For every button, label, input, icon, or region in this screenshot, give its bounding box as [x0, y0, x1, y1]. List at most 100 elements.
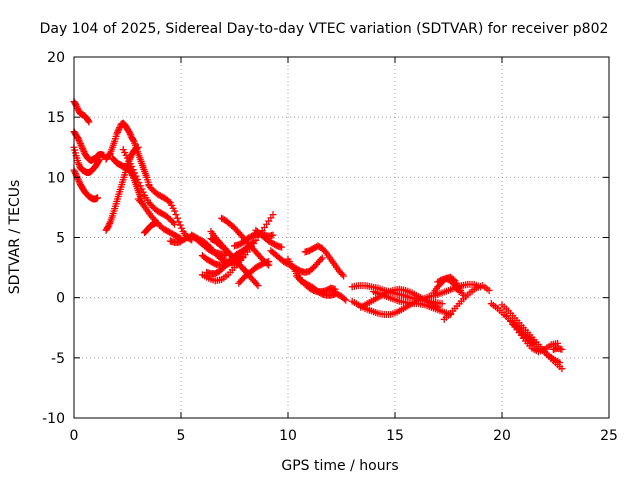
data-point — [79, 146, 87, 154]
y-tick-label: 15 — [47, 110, 65, 126]
data-point — [178, 224, 186, 232]
y-tick-label: -5 — [51, 351, 65, 367]
data-point — [75, 136, 83, 144]
series-arc10 — [145, 182, 196, 244]
x-tick-label: 10 — [279, 428, 297, 444]
data-point — [114, 128, 122, 136]
data-point — [455, 288, 463, 296]
data-point — [558, 345, 566, 353]
data-point — [558, 365, 566, 373]
data-point — [115, 125, 123, 133]
series-arc31 — [370, 288, 455, 319]
data-point — [106, 219, 114, 227]
y-tick-label: -10 — [42, 411, 65, 427]
data-point — [135, 179, 143, 187]
series-arc26 — [301, 242, 348, 280]
series-arc27 — [329, 288, 350, 304]
series-arc2 — [70, 128, 108, 164]
data-point — [485, 286, 493, 294]
data-point — [171, 207, 179, 215]
data-point — [165, 197, 173, 205]
data-point — [105, 151, 113, 159]
data-point — [74, 174, 82, 182]
data-point — [137, 198, 145, 206]
series-arc36 — [498, 301, 564, 367]
data-point — [138, 185, 146, 193]
data-point — [85, 118, 93, 126]
chart-title: Day 104 of 2025, Sidereal Day-to-day VTE… — [40, 21, 609, 37]
data-point — [129, 136, 137, 144]
data-point — [79, 144, 87, 152]
y-tick-label: 20 — [47, 50, 65, 66]
data-point — [176, 221, 184, 229]
data-point — [129, 166, 137, 174]
data-point — [73, 103, 81, 111]
axis-ticks: 0 5 10 15 20 25 -10 -5 0 5 10 15 20 — [42, 50, 618, 444]
data-point — [529, 339, 537, 347]
x-tick-label: 25 — [600, 428, 618, 444]
data-point — [113, 130, 121, 138]
series-arc3 — [70, 143, 104, 177]
series-arc11 — [141, 219, 161, 237]
data-point — [126, 130, 134, 138]
data-point — [128, 163, 136, 171]
series-arc34 — [434, 274, 463, 296]
series-arc4 — [70, 166, 102, 203]
series-arc38 — [509, 320, 538, 349]
data-point — [254, 282, 262, 290]
data-point — [438, 300, 446, 308]
data-point — [340, 272, 348, 280]
data-point — [269, 211, 277, 219]
y-tick-label: 10 — [47, 170, 65, 186]
data-point — [77, 141, 85, 149]
series-arc25 — [293, 272, 339, 299]
series-arc22 — [252, 226, 286, 251]
data-point — [449, 280, 457, 288]
x-tick-label: 5 — [177, 428, 186, 444]
data-point — [73, 173, 81, 181]
data-point — [172, 211, 180, 219]
data-point — [131, 169, 139, 177]
series-arc8 — [119, 146, 179, 228]
data-point — [76, 138, 84, 146]
data-point — [269, 231, 277, 239]
data-point — [133, 175, 141, 183]
data-point — [153, 219, 161, 227]
series-arc6 — [102, 143, 142, 234]
data-point — [104, 223, 112, 231]
data-point — [139, 188, 147, 196]
data-point — [105, 221, 113, 229]
data-point — [74, 135, 82, 143]
series-arc21 — [235, 258, 273, 287]
data-point — [71, 168, 79, 176]
data-point — [530, 341, 538, 349]
data-point — [338, 270, 346, 278]
data-point — [342, 296, 350, 304]
data-point — [132, 172, 140, 180]
data-point — [265, 258, 273, 266]
grid — [74, 57, 609, 418]
data-point — [321, 248, 329, 256]
data-point — [76, 140, 84, 148]
data-point — [171, 220, 179, 228]
x-tick-label: 15 — [386, 428, 404, 444]
data-point — [278, 243, 286, 251]
data-point — [94, 194, 102, 202]
data-point — [317, 256, 325, 264]
data-point — [253, 280, 261, 288]
y-axis-label: SDTVAR / TECUs — [7, 180, 23, 295]
series-arc9 — [134, 195, 185, 243]
data-point — [95, 156, 103, 164]
data-point — [75, 177, 83, 185]
series-arc30 — [357, 285, 442, 311]
series-arc16 — [198, 211, 277, 285]
y-tick-label: 5 — [56, 231, 65, 247]
data-point — [78, 143, 86, 151]
data-point — [136, 182, 144, 190]
series-arc33 — [440, 282, 493, 323]
series-arc18 — [207, 235, 262, 290]
data-point — [96, 155, 104, 163]
data-point — [116, 124, 124, 132]
data-point — [75, 160, 83, 168]
